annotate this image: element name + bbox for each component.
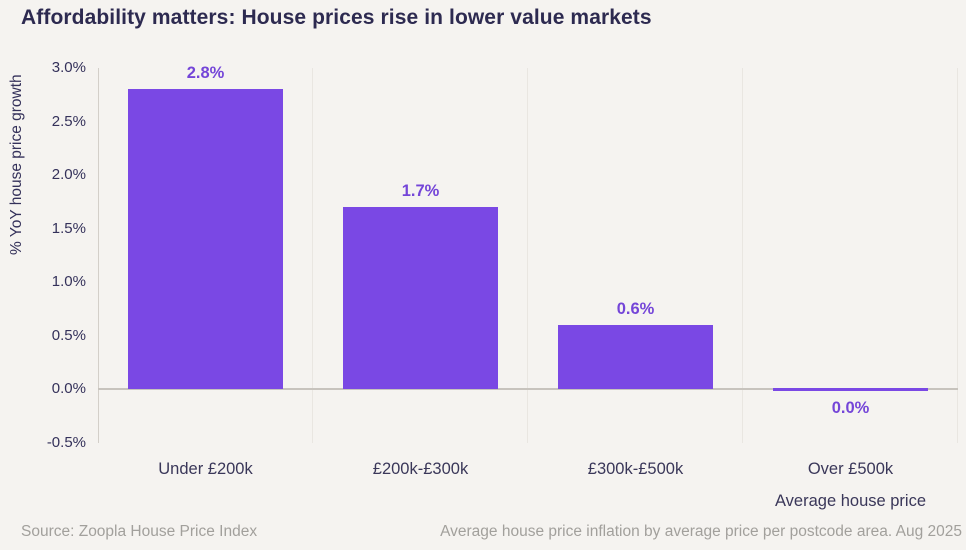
y-tick-label: 3.0% (51, 59, 86, 76)
bar-3 (558, 325, 713, 390)
footnote: Average house price inflation by average… (440, 523, 962, 540)
bar-value-label: 2.8% (186, 64, 225, 83)
source-attribution: Source: Zoopla House Price Index (21, 523, 258, 540)
y-tick-label: 2.5% (51, 112, 86, 130)
bar-2 (343, 207, 498, 390)
x-category-label: Under £200k (158, 460, 253, 478)
y-tick-label: -0.5% (46, 434, 86, 451)
bar-1 (128, 89, 283, 390)
y-axis-title: % YoY house price growth (8, 74, 25, 256)
plot-area (98, 68, 958, 443)
zero-axis-line (98, 388, 958, 391)
x-axis-title: Average house price (774, 492, 927, 510)
vertical-gridline (957, 68, 958, 443)
y-tick-label: 0.5% (51, 326, 86, 344)
bar-value-label: 0.6% (616, 300, 655, 319)
bar-value-label: 1.7% (401, 182, 440, 201)
vertical-gridline (742, 68, 743, 443)
vertical-gridline (312, 68, 313, 443)
x-category-label: £200k-£300k (372, 460, 469, 478)
y-axis-line (98, 68, 99, 443)
chart-title: Affordability matters: House prices rise… (21, 6, 652, 29)
y-tick-label: 0.0% (51, 380, 86, 398)
vertical-gridline (527, 68, 528, 443)
y-tick-label: 1.0% (51, 273, 86, 291)
bar-4 (773, 388, 928, 392)
y-tick-label: 1.5% (51, 219, 86, 237)
bar-value-label: 0.0% (831, 399, 870, 418)
y-tick-label: 2.0% (51, 166, 86, 184)
x-category-label: £300k-£500k (587, 460, 684, 478)
x-category-label: Over £500k (807, 460, 894, 478)
